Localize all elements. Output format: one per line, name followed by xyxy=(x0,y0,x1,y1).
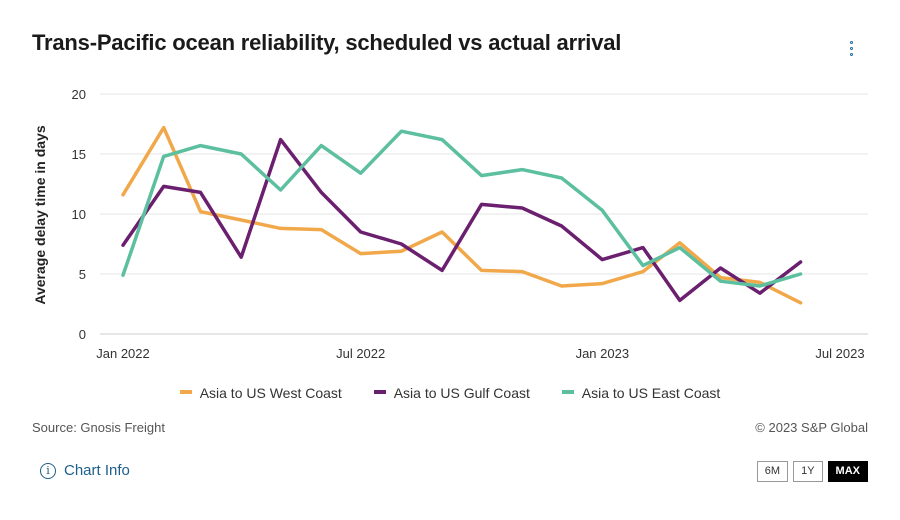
copyright-note: © 2023 S&P Global xyxy=(755,420,868,435)
chart-info-link[interactable]: i Chart Info xyxy=(40,462,130,479)
y-tick-label: 5 xyxy=(79,267,86,282)
legend-label: Asia to US Gulf Coast xyxy=(393,385,530,401)
legend-label: Asia to US West Coast xyxy=(199,385,342,401)
series-lines xyxy=(121,125,803,305)
gridlines xyxy=(100,93,868,335)
legend-label: Asia to US East Coast xyxy=(581,385,721,401)
source-note: Source: Gnosis Freight xyxy=(32,420,165,435)
series-line-1[interactable] xyxy=(121,137,803,303)
range-1y-button[interactable]: 1Y xyxy=(793,461,823,482)
x-tick-label: Jan 2022 xyxy=(96,346,150,361)
legend-item-gulf-coast[interactable]: Asia to US Gulf Coast xyxy=(373,385,530,401)
series-line-2[interactable] xyxy=(121,129,803,288)
y-tick-label: 20 xyxy=(72,87,86,102)
line-chart: 0 5 10 15 20 Jan 2022 Jul 2022 Jan 2023 Jul 202… xyxy=(32,87,868,361)
legend-item-west-coast[interactable]: Asia to US West Coast xyxy=(179,385,342,401)
chart-legend: Asia to US West Coast Asia to US Gulf Co… xyxy=(0,385,900,401)
x-tick-label: Jul 2022 xyxy=(336,346,385,361)
x-tick-label: Jan 2023 xyxy=(576,346,630,361)
series-line-0[interactable] xyxy=(121,125,803,305)
legend-swatch xyxy=(561,390,574,395)
y-tick-label: 15 xyxy=(72,147,86,162)
y-tick-label: 10 xyxy=(72,207,86,222)
legend-swatch xyxy=(373,390,386,395)
y-tick-label: 0 xyxy=(79,327,86,342)
info-icon: i xyxy=(40,463,56,479)
chart-title: Trans-Pacific ocean reliability, schedul… xyxy=(32,30,622,55)
range-6m-button[interactable]: 6M xyxy=(756,461,789,482)
range-selector: 6M 1Y MAX xyxy=(752,461,868,482)
y-axis-label: Average delay time in days xyxy=(32,125,48,304)
vertical-dots-icon[interactable] xyxy=(840,38,864,60)
x-tick-label: Jul 2023 xyxy=(815,346,864,361)
x-tick-labels: Jan 2022 Jul 2022 Jan 2023 Jul 2023 xyxy=(96,346,864,361)
legend-swatch xyxy=(179,390,192,395)
legend-item-east-coast[interactable]: Asia to US East Coast xyxy=(561,385,721,401)
chart-info-label: Chart Info xyxy=(64,462,130,479)
range-max-button[interactable]: MAX xyxy=(827,461,868,482)
y-tick-labels: 0 5 10 15 20 xyxy=(72,87,86,342)
